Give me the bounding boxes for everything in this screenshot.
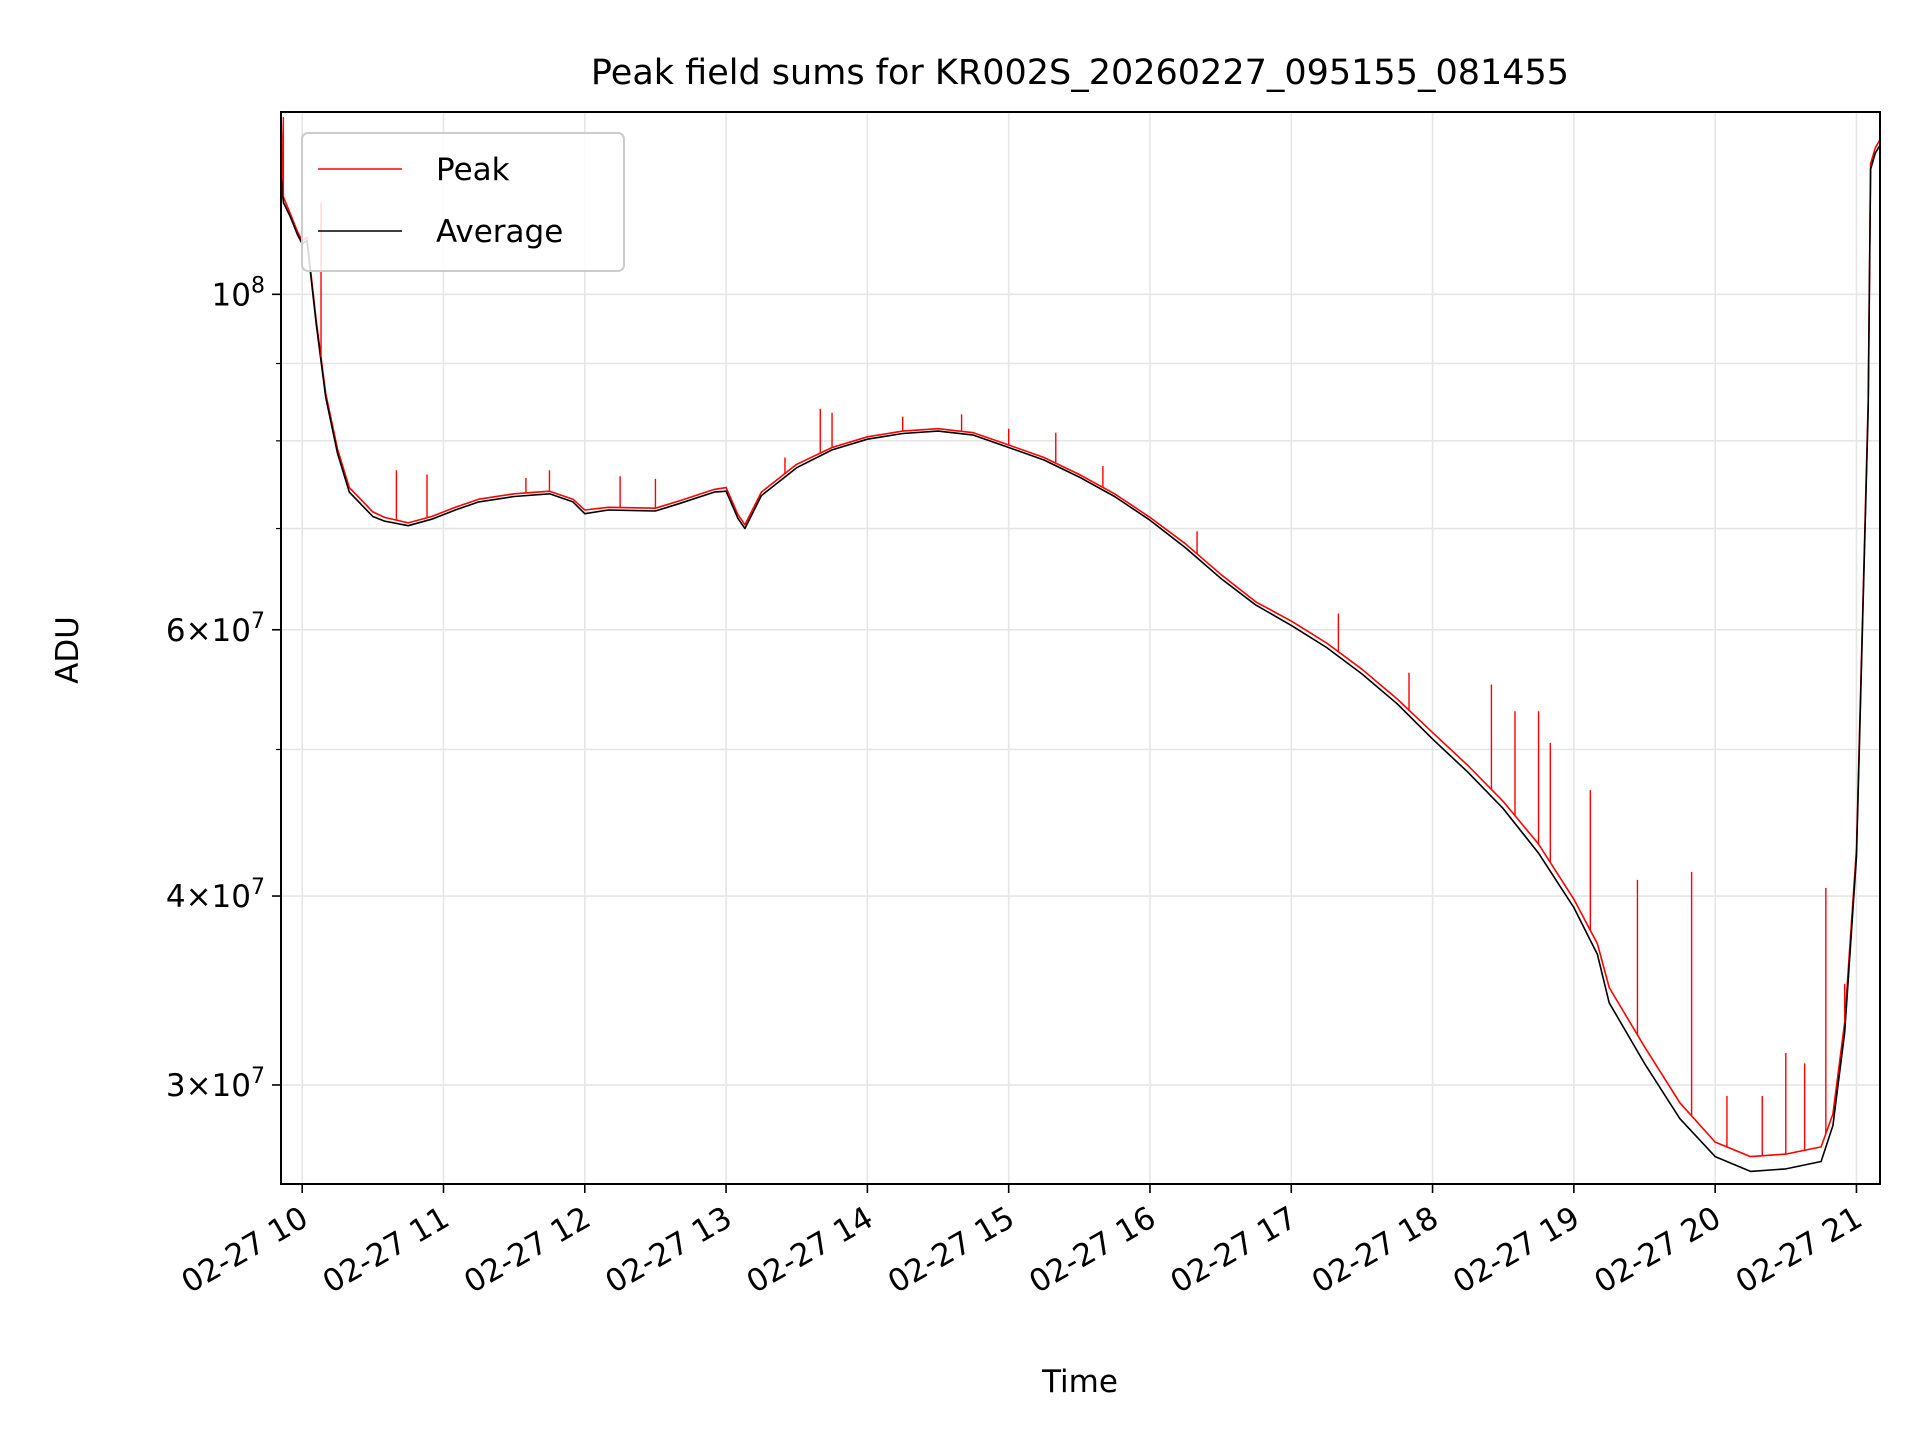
y-tick-label: 6×107	[166, 609, 265, 649]
y-tick-label: 108	[212, 273, 265, 313]
x-axis-label: Time	[1041, 1364, 1118, 1400]
y-tick-label-base: 10	[212, 277, 251, 313]
y-tick-label-base: 6×10	[166, 613, 251, 649]
legend-box	[301, 132, 625, 272]
grid	[281, 112, 1880, 1184]
series-line-peak	[280, 111, 1881, 1158]
y-tick-label-text: 4×107	[166, 875, 265, 915]
legend-label-average: Average	[436, 214, 563, 250]
y-tick-label: 4×107	[166, 875, 265, 915]
y-tick-label-base: 3×10	[166, 1068, 251, 1104]
y-axis-label: ADU	[50, 616, 86, 684]
legend-label-peak: Peak	[436, 152, 510, 188]
y-tick-label-text: 3×107	[166, 1064, 265, 1104]
series-layer	[280, 111, 1881, 1173]
y-tick-label-text: 6×107	[166, 609, 265, 649]
y-tick-label-exponent: 7	[251, 1064, 265, 1089]
y-tick-label-text: 108	[212, 273, 265, 313]
y-tick-label-base: 4×10	[166, 879, 251, 915]
plot-frame	[280, 111, 1881, 1185]
chart-title: Peak field sums for KR002S_20260227_0951…	[591, 53, 1569, 93]
legend: Peak Average	[301, 132, 625, 272]
y-tick-label: 3×107	[166, 1064, 265, 1104]
y-tick-label-exponent: 8	[251, 273, 265, 298]
y-tick-label-exponent: 7	[251, 875, 265, 900]
y-tick-label-exponent: 7	[251, 609, 265, 634]
series-line-average	[280, 144, 1881, 1173]
